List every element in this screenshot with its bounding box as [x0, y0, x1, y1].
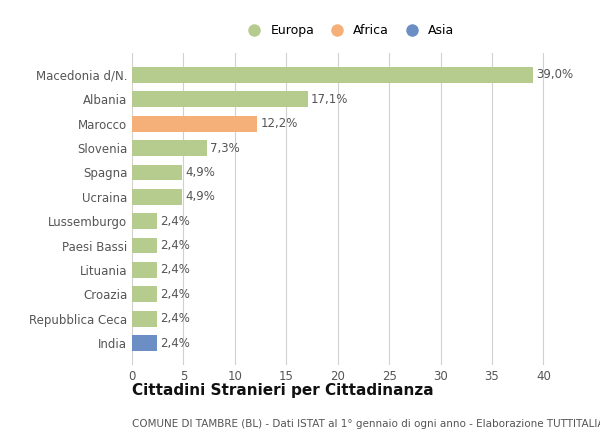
Text: 2,4%: 2,4% — [160, 264, 190, 276]
Text: 2,4%: 2,4% — [160, 239, 190, 252]
Text: 2,4%: 2,4% — [160, 215, 190, 227]
Bar — [132, 140, 207, 156]
Bar — [132, 67, 533, 83]
Bar — [132, 92, 308, 107]
Bar — [132, 311, 157, 326]
Text: 4,9%: 4,9% — [185, 166, 215, 179]
Bar — [132, 213, 157, 229]
Bar — [132, 238, 157, 253]
Text: 2,4%: 2,4% — [160, 312, 190, 325]
Text: 2,4%: 2,4% — [160, 337, 190, 349]
Bar — [132, 165, 182, 180]
Text: 12,2%: 12,2% — [260, 117, 298, 130]
Text: 2,4%: 2,4% — [160, 288, 190, 301]
Text: 39,0%: 39,0% — [536, 69, 574, 81]
Bar — [132, 286, 157, 302]
Text: COMUNE DI TAMBRE (BL) - Dati ISTAT al 1° gennaio di ogni anno - Elaborazione TUT: COMUNE DI TAMBRE (BL) - Dati ISTAT al 1°… — [132, 419, 600, 429]
Text: 17,1%: 17,1% — [311, 93, 349, 106]
Bar — [132, 262, 157, 278]
Bar — [132, 189, 182, 205]
Bar — [132, 335, 157, 351]
Text: 7,3%: 7,3% — [210, 142, 240, 154]
Legend: Europa, Africa, Asia: Europa, Africa, Asia — [239, 22, 457, 40]
Bar — [132, 116, 257, 132]
Text: 4,9%: 4,9% — [185, 191, 215, 203]
Text: Cittadini Stranieri per Cittadinanza: Cittadini Stranieri per Cittadinanza — [132, 383, 434, 398]
